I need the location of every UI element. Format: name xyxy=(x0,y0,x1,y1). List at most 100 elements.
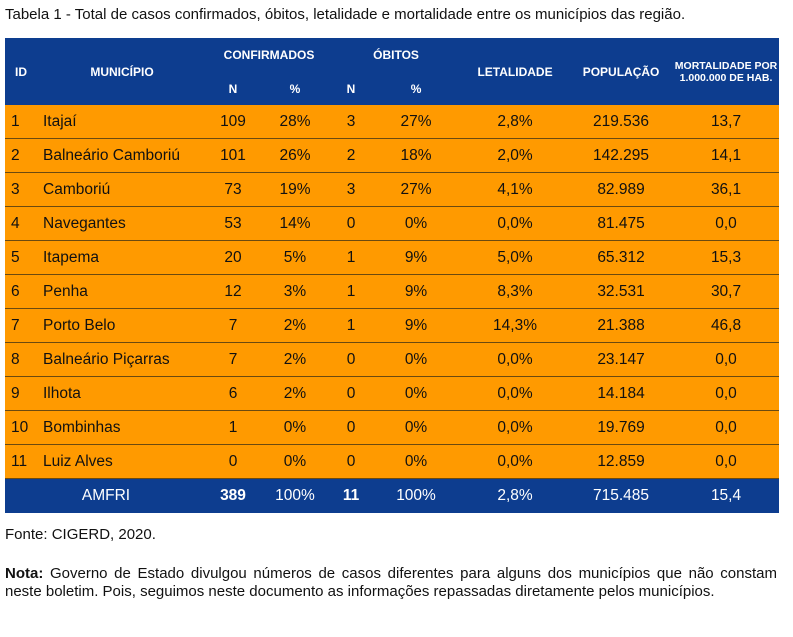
cell-mortalidade: 36,1 xyxy=(673,172,780,207)
cell-mortalidade: 14,1 xyxy=(673,138,780,173)
cell-confirmados-pct: 19% xyxy=(259,172,332,207)
cell-obitos-pct: 27% xyxy=(371,172,462,207)
cell-obitos-pct: 0% xyxy=(371,410,462,445)
table-row: 9 Ilhota 6 2% 0 0% 0,0% 14.184 0,0 xyxy=(5,376,780,411)
cell-populacao: 142.295 xyxy=(569,138,674,173)
cell-confirmados-n: 20 xyxy=(207,240,259,275)
source-note: Fonte: CIGERD, 2020. xyxy=(5,526,156,543)
cell-municipio: Penha xyxy=(37,274,207,309)
cell-letalidade: 4,1% xyxy=(461,172,570,207)
cell-obitos-n: 3 xyxy=(331,172,372,207)
table-row: 3 Camboriú 73 19% 3 27% 4,1% 82.989 36,1 xyxy=(5,172,780,207)
cell-municipio: Balneário Camboriú xyxy=(37,138,207,173)
note-label: Nota: xyxy=(5,565,44,582)
note-text: Governo de Estado divulgou números de ca… xyxy=(5,565,777,600)
table-row: 5 Itapema 20 5% 1 9% 5,0% 65.312 15,3 xyxy=(5,240,780,275)
cell-confirmados-n: 7 xyxy=(207,342,259,377)
cell-letalidade: 0,0% xyxy=(461,376,570,411)
cell-mortalidade: 0,0 xyxy=(673,444,780,479)
table-row: 7 Porto Belo 7 2% 1 9% 14,3% 21.388 46,8 xyxy=(5,308,780,343)
header-id: ID xyxy=(5,38,37,105)
cell-obitos-pct: 0% xyxy=(371,376,462,411)
cell-confirmados-n: 1 xyxy=(207,410,259,445)
cell-obitos-n: 0 xyxy=(331,342,372,377)
cell-populacao: 14.184 xyxy=(569,376,674,411)
cell-obitos-n: 1 xyxy=(331,240,372,275)
cell-confirmados-pct: 2% xyxy=(259,342,332,377)
cell-populacao: 23.147 xyxy=(569,342,674,377)
cell-mortalidade: 0,0 xyxy=(673,376,780,411)
cell-mortalidade: 13,7 xyxy=(673,105,780,139)
cell-letalidade: 2,0% xyxy=(461,138,570,173)
cell-id: 8 xyxy=(5,342,37,377)
cell-letalidade: 8,3% xyxy=(461,274,570,309)
cases-table: ID MUNICÍPIO CONFIRMADOS ÓBITOS LETALIDA… xyxy=(5,38,780,513)
total-populacao: 715.485 xyxy=(569,478,674,513)
cell-confirmados-n: 109 xyxy=(207,105,259,139)
cell-id: 2 xyxy=(5,138,37,173)
cell-mortalidade: 46,8 xyxy=(673,308,780,343)
cell-id: 9 xyxy=(5,376,37,411)
cell-confirmados-n: 101 xyxy=(207,138,259,173)
table-row: 1 Itajaí 109 28% 3 27% 2,8% 219.536 13,7 xyxy=(5,105,780,139)
cell-confirmados-pct: 26% xyxy=(259,138,332,173)
cell-confirmados-pct: 5% xyxy=(259,240,332,275)
cell-obitos-n: 3 xyxy=(331,105,372,139)
cell-id: 7 xyxy=(5,308,37,343)
cell-confirmados-n: 7 xyxy=(207,308,259,343)
cell-obitos-pct: 0% xyxy=(371,206,462,241)
header-obitos-pct: % xyxy=(371,72,462,105)
cell-mortalidade: 0,0 xyxy=(673,342,780,377)
cell-confirmados-n: 0 xyxy=(207,444,259,479)
cell-confirmados-pct: 0% xyxy=(259,410,332,445)
cell-populacao: 12.859 xyxy=(569,444,674,479)
cell-confirmados-pct: 3% xyxy=(259,274,332,309)
cell-confirmados-pct: 2% xyxy=(259,308,332,343)
cell-letalidade: 5,0% xyxy=(461,240,570,275)
cell-populacao: 19.769 xyxy=(569,410,674,445)
total-letalidade: 2,8% xyxy=(461,478,570,513)
table-row: 10 Bombinhas 1 0% 0 0% 0,0% 19.769 0,0 xyxy=(5,410,780,445)
cell-municipio: Itapema xyxy=(37,240,207,275)
cell-obitos-pct: 27% xyxy=(371,105,462,139)
total-obitos-n: 11 xyxy=(331,478,372,513)
cell-confirmados-pct: 14% xyxy=(259,206,332,241)
cell-letalidade: 0,0% xyxy=(461,342,570,377)
cell-obitos-pct: 18% xyxy=(371,138,462,173)
cell-obitos-n: 0 xyxy=(331,376,372,411)
cell-confirmados-n: 12 xyxy=(207,274,259,309)
cell-id: 5 xyxy=(5,240,37,275)
cell-municipio: Itajaí xyxy=(37,105,207,139)
header-obitos: ÓBITOS xyxy=(331,38,462,72)
cell-obitos-pct: 9% xyxy=(371,240,462,275)
cell-mortalidade: 0,0 xyxy=(673,410,780,445)
header-populacao: POPULAÇÃO xyxy=(569,38,674,105)
total-confirmados-n: 389 xyxy=(207,478,259,513)
cell-letalidade: 0,0% xyxy=(461,206,570,241)
cell-municipio: Porto Belo xyxy=(37,308,207,343)
cell-populacao: 32.531 xyxy=(569,274,674,309)
cell-municipio: Navegantes xyxy=(37,206,207,241)
cell-mortalidade: 30,7 xyxy=(673,274,780,309)
table-row: 6 Penha 12 3% 1 9% 8,3% 32.531 30,7 xyxy=(5,274,780,309)
header-conf-pct: % xyxy=(259,72,332,105)
cell-letalidade: 14,3% xyxy=(461,308,570,343)
cell-id: 10 xyxy=(5,410,37,445)
cell-id: 3 xyxy=(5,172,37,207)
cell-id: 6 xyxy=(5,274,37,309)
cell-confirmados-pct: 28% xyxy=(259,105,332,139)
note: Nota: Governo de Estado divulgou números… xyxy=(5,565,777,601)
cell-confirmados-n: 53 xyxy=(207,206,259,241)
cell-confirmados-pct: 2% xyxy=(259,376,332,411)
header-obitos-n: N xyxy=(331,72,372,105)
cell-municipio: Luiz Alves xyxy=(37,444,207,479)
cell-municipio: Camboriú xyxy=(37,172,207,207)
cell-id: 1 xyxy=(5,105,37,139)
cell-obitos-pct: 0% xyxy=(371,444,462,479)
cell-obitos-n: 0 xyxy=(331,444,372,479)
cell-obitos-n: 2 xyxy=(331,138,372,173)
cell-confirmados-pct: 0% xyxy=(259,444,332,479)
cell-municipio: Bombinhas xyxy=(37,410,207,445)
cell-obitos-n: 1 xyxy=(331,274,372,309)
header-mortalidade: MORTALIDADE POR 1.000.000 DE HAB. xyxy=(673,38,780,105)
